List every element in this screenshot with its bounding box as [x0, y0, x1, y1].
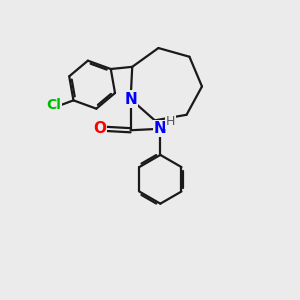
Text: H: H — [166, 115, 176, 128]
Text: N: N — [124, 92, 137, 106]
Text: O: O — [93, 121, 106, 136]
Text: N: N — [154, 121, 167, 136]
Text: Cl: Cl — [46, 98, 61, 112]
